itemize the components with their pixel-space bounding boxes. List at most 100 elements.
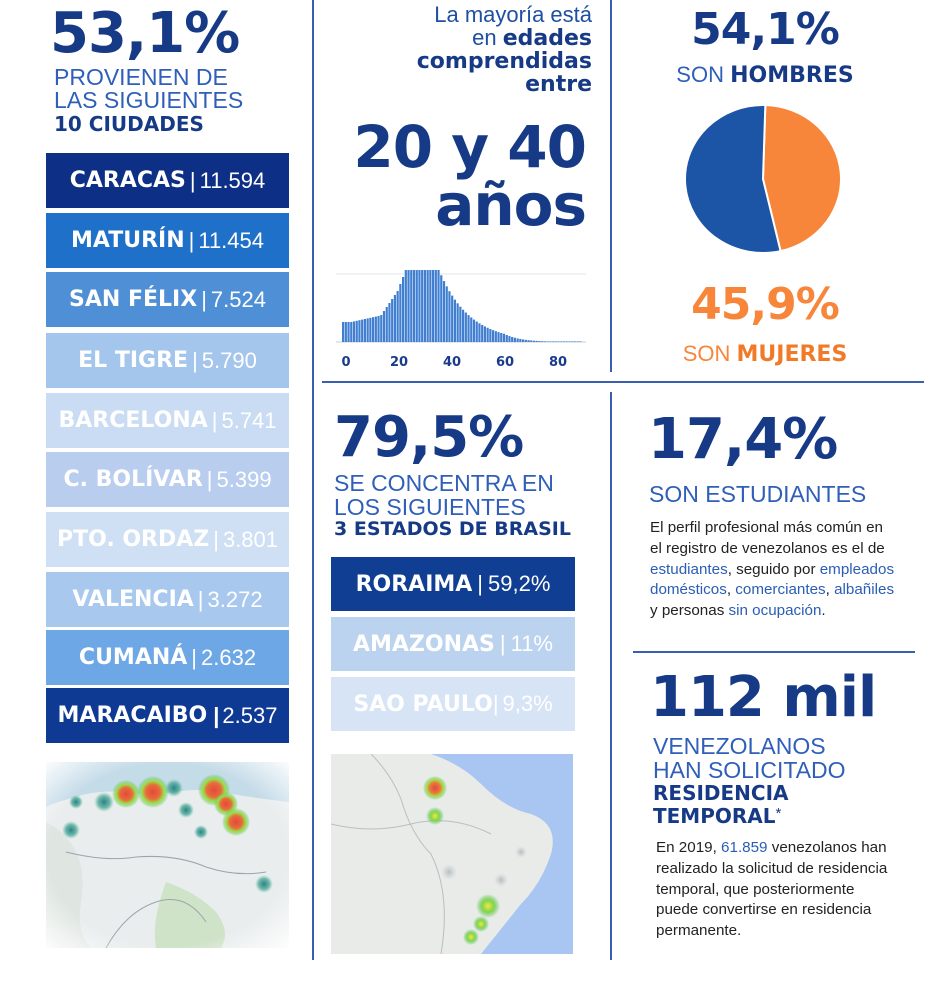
histogram-bar [385,307,388,342]
highlight-comerciantes: comerciantes [735,581,826,599]
cities-caption-line2: LAS SIGUIENTES [54,87,244,113]
city-value: 3.272 [207,586,263,612]
histogram-bar [393,295,396,342]
city-name: C. BOLÍVAR [63,467,203,492]
histogram-bar [382,311,386,342]
histogram-bar [442,281,446,342]
city-separator: | [197,586,204,612]
histogram-bar [459,306,462,342]
histogram-bar [475,321,478,342]
histogram-bar [472,319,476,342]
histogram-bar [342,322,345,342]
venezuela-heat-map [46,762,289,948]
highlight-albaniles: albañiles [834,581,895,599]
histogram-bar [524,339,527,342]
city-name: BARCELONA [58,408,208,433]
city-box: CUMANÁ | 2.632 [46,630,289,685]
state-separator: | [499,631,506,656]
histogram-bar [532,340,536,342]
histogram-bar [377,316,380,342]
histogram-bar [432,270,435,342]
histogram-bar [437,270,440,342]
histogram-bar [489,329,492,342]
state-box: RORAIMA | 59,2% [331,557,575,611]
histogram-bar [363,319,366,342]
residence-line1-post: venezolanos han [771,839,887,856]
city-value: 5.399 [216,466,272,492]
students-line2: el registro de venezolanos es el de [650,539,885,557]
divider-left [312,0,314,960]
age-intro-line2-bold: edades [502,25,592,51]
states-caption-line2: LOS SIGUIENTES [334,494,526,520]
histogram-bar [347,322,350,342]
women-caption: SON MUJERES [620,341,910,367]
city-box: SAN FÉLIX | 7.524 [46,272,289,327]
residence-line1: En 2019, 61.859 venezolanos han [656,838,918,859]
city-separator: | [201,286,207,312]
histogram-bar [483,326,486,342]
histogram-bar [361,319,364,342]
histogram-bar [462,309,465,342]
city-box: MARACAIBO | 2.537 [46,688,289,743]
men-caption: SON HOMBRES [620,62,910,88]
histogram-bar [546,341,549,342]
states-caption-line3: 3 ESTADOS DE BRASIL [334,518,571,540]
city-name: MARACAIBO [57,703,208,728]
histogram-bar [557,341,560,342]
city-value: 2.537 [222,702,278,728]
divider-right-bottom [610,392,612,960]
histogram-bar [530,340,533,342]
city-name: MATURÍN [71,228,185,253]
histogram-bar [374,316,377,342]
residence-caption-line4: TEMPORAL* [653,806,781,826]
residence-line4: puede convertirse en residencia [656,901,872,919]
histogram-bar [344,322,347,342]
histogram-bar [456,303,459,342]
city-separator: | [189,167,196,193]
histogram-bar [372,317,375,342]
city-value: 2.632 [201,644,257,670]
age-histogram: 0 20 40 60 80 [336,232,586,377]
city-value: 5.741 [221,407,277,433]
histogram-bar [576,341,579,342]
city-separator: | [192,347,198,373]
city-box: EL TIGRE | 5.790 [46,333,289,388]
students-line5: y personas sin ocupación. [650,601,912,622]
city-separator: | [188,227,195,253]
histogram-bar [380,315,383,342]
residence-caption-line2: HAN SOLICITADO [653,757,846,783]
students-percent: 17,4% [648,407,838,472]
students-line4: domésticos, comerciantes, albañiles [650,580,912,601]
histogram-bar [391,299,394,342]
age-intro-line1: La mayoría está [434,2,592,27]
histogram-tick-label: 40 [443,355,461,370]
residence-line2: realizado la solicitud de residencia [656,859,888,877]
students-line5-end: . [821,602,826,620]
divider-right-top [610,0,612,372]
histogram-bar [527,340,530,342]
men-caption-bold: HOMBRES [730,63,854,88]
histogram-bar [402,277,405,342]
age-range-line2: años [435,171,587,239]
histogram-bar [511,336,514,342]
residence-line3: temporal, que posteriormente [656,880,855,898]
city-box: PTO. ORDAZ | 3.801 [46,512,289,567]
histogram-bar [571,341,574,342]
histogram-bar [549,341,552,342]
women-caption-pre: SON [682,341,731,366]
cities-percent: 53,1% [50,1,240,66]
histogram-bar [497,332,500,342]
histogram-bar [541,341,544,342]
histogram-bar [492,330,495,342]
histogram-bar [505,335,508,342]
histogram-bar [426,270,429,342]
cities-caption-line3: 10 CIUDADES [54,112,204,136]
residence-line5: permanente. [656,922,742,940]
histogram-bar [500,332,503,342]
histogram-bar [440,275,443,342]
students-caption: SON ESTUDIANTES [649,481,867,507]
histogram-tick-label: 60 [496,355,514,370]
histogram-bar [418,270,421,342]
histogram-bar [396,291,399,342]
state-separator: | [477,571,484,596]
